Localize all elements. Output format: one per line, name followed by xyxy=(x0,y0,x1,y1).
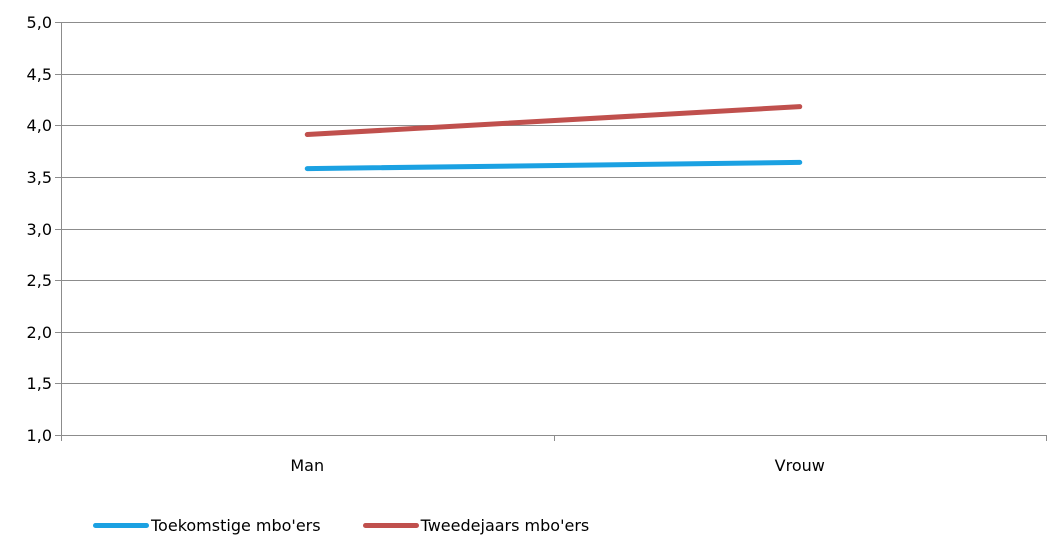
y-tick-label: 4,5 xyxy=(27,65,52,84)
legend-item-toekomstige: Toekomstige mbo'ers xyxy=(93,516,321,535)
y-tick-label: 4,0 xyxy=(27,116,52,135)
x-tick-labels: Man Vrouw xyxy=(290,456,824,475)
x-tick-label: Man xyxy=(290,456,324,475)
y-tick-label: 3,5 xyxy=(27,168,52,187)
gridlines xyxy=(61,22,1046,384)
legend-label-tweedejaars: Tweedejaars mbo'ers xyxy=(420,515,590,535)
series-lines xyxy=(304,104,803,172)
y-tick-label: 5,0 xyxy=(27,13,52,32)
series-line-0 xyxy=(304,159,803,172)
axes xyxy=(55,22,1047,441)
legend-label-toekomstige: Toekomstige mbo'ers xyxy=(151,515,321,535)
x-tick-label: Vrouw xyxy=(775,456,825,475)
series-line-1 xyxy=(304,104,803,138)
legend-swatch-toekomstige xyxy=(93,522,149,528)
y-tick-label: 2,0 xyxy=(27,323,52,342)
legend-swatch-tweedejaars xyxy=(362,522,419,528)
legend-item-tweedejaars: Tweedejaars mbo'ers xyxy=(362,515,590,535)
y-tick-label: 1,0 xyxy=(27,426,52,445)
y-tick-label: 2,5 xyxy=(27,271,52,290)
y-tick-label: 3,0 xyxy=(27,220,52,239)
y-tick-labels: 1,0 1,5 2,0 2,5 3,0 3,5 4,0 4,5 5,0 xyxy=(27,13,52,445)
y-tick-label: 1,5 xyxy=(27,374,52,393)
legend: Toekomstige mbo'ers Tweedejaars mbo'ers xyxy=(93,513,631,537)
